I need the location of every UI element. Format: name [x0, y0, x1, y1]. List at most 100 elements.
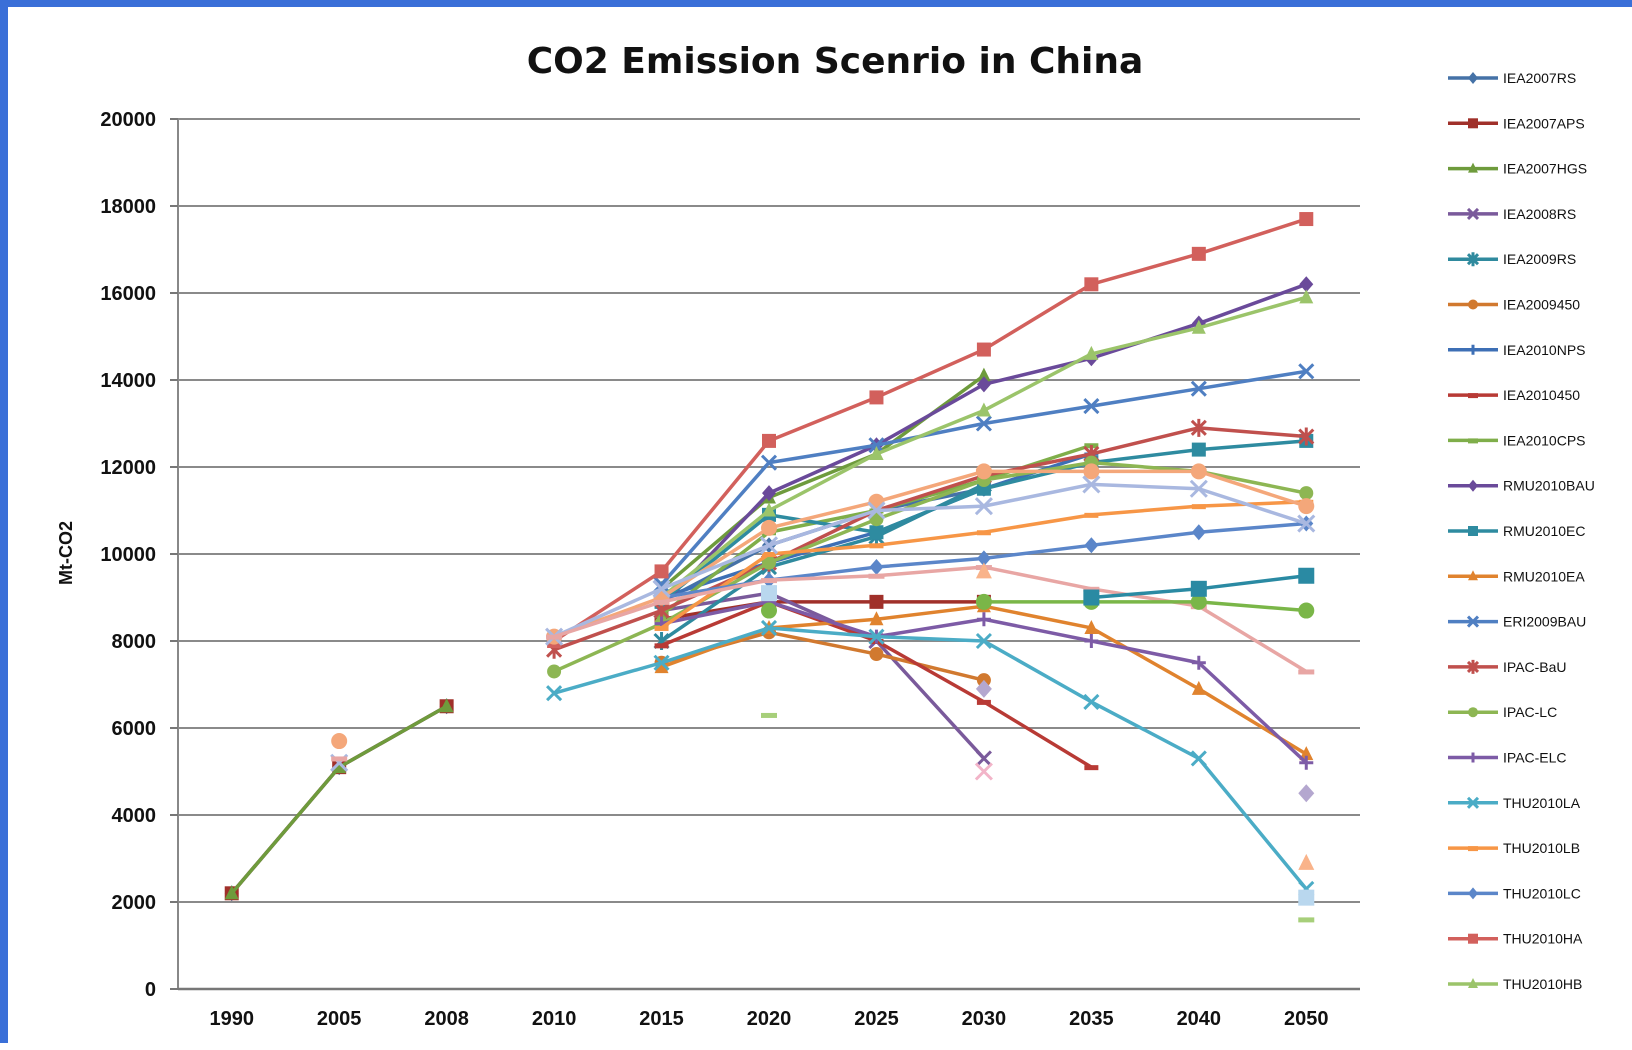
series-unlabeled-23	[331, 565, 1315, 762]
gridlines	[177, 118, 1360, 991]
series-unlabeled-21	[331, 463, 1315, 750]
data-point	[1190, 750, 1207, 767]
legend-label: THU2010LC	[1503, 885, 1581, 901]
data-point	[331, 733, 348, 750]
data-point	[1298, 889, 1315, 906]
data-point	[869, 647, 884, 662]
x-tick-label: 2005	[317, 1008, 362, 1030]
data-point	[869, 594, 884, 609]
series-unlabeled-26	[1083, 567, 1315, 606]
data-point	[1299, 746, 1314, 761]
x-tick-label: 2050	[1284, 1008, 1329, 1030]
series-line	[553, 426, 1307, 652]
series-unlabeled-29	[974, 762, 993, 781]
data-point	[759, 536, 779, 555]
legend-marker	[1468, 344, 1478, 355]
chart-title: CO2 Emission Scenrio in China	[527, 41, 1144, 82]
legend-label: IEA2007RS	[1503, 70, 1576, 86]
series-line	[661, 600, 984, 621]
y-tick-label: 12000	[100, 457, 156, 479]
series-unlabeled-27	[975, 679, 1315, 803]
y-tick-label: 0	[145, 979, 156, 1001]
data-point	[975, 750, 992, 767]
x-tick-label: 2020	[747, 1008, 792, 1030]
x-tick-label: 2025	[854, 1008, 899, 1030]
data-point	[1191, 504, 1206, 510]
data-point	[547, 664, 562, 679]
data-point	[868, 628, 885, 645]
series-line	[553, 217, 1307, 643]
data-point	[1083, 589, 1100, 606]
data-point	[975, 593, 992, 610]
data-point	[976, 612, 991, 627]
legend-marker	[1468, 570, 1478, 581]
legend-entry: THU2010HB	[1448, 976, 1582, 992]
data-point	[976, 402, 991, 417]
data-point	[1083, 586, 1100, 592]
data-point	[867, 501, 886, 520]
data-point	[1084, 619, 1099, 634]
legend-entry: RMU2010EA	[1448, 568, 1585, 584]
legend-marker	[1468, 162, 1478, 173]
data-point	[868, 493, 885, 510]
series-unlabeled-30	[761, 712, 1315, 923]
data-point	[1190, 580, 1207, 597]
data-point	[1298, 498, 1315, 515]
legend-label: IEA2007HGS	[1503, 161, 1587, 177]
x-tick-label: 2030	[962, 1008, 1007, 1030]
data-point	[761, 712, 777, 718]
data-point	[868, 437, 885, 454]
legend-label: IPAC-BaU	[1503, 659, 1567, 675]
series-line	[661, 591, 986, 760]
y-tick-label: 16000	[100, 283, 156, 305]
data-point	[1298, 567, 1315, 584]
y-tick-label: 14000	[100, 370, 156, 392]
legend-marker	[1468, 978, 1478, 988]
y-tick-label: 10000	[100, 544, 156, 566]
legend-marker	[1468, 707, 1478, 718]
legend-entry: IEA2007APS	[1448, 115, 1585, 131]
data-point	[975, 463, 992, 480]
data-point	[439, 698, 454, 713]
legend-marker	[1468, 846, 1478, 852]
legend-label: THU2010LA	[1503, 795, 1581, 811]
data-point	[652, 579, 671, 598]
data-point	[1299, 755, 1314, 770]
legend-marker	[1468, 299, 1478, 310]
data-point	[1191, 442, 1206, 457]
data-point	[869, 525, 884, 540]
legend-label: THU2010HA	[1503, 931, 1583, 947]
data-point	[1298, 363, 1315, 380]
data-point	[762, 502, 776, 517]
data-point	[975, 415, 992, 432]
series-line	[553, 626, 1308, 891]
legend-entry: THU2010LC	[1448, 885, 1581, 901]
legend-marker	[1468, 887, 1478, 900]
legend-label: IEA2008RS	[1503, 206, 1576, 222]
series-line	[660, 487, 985, 604]
legend-entry: ERI2009BAU	[1448, 614, 1586, 630]
legend-marker	[1468, 526, 1478, 536]
data-point	[1190, 380, 1207, 397]
data-point	[975, 632, 992, 650]
data-point	[762, 433, 776, 448]
data-point	[1083, 463, 1100, 480]
legend-entry: IPAC-BaU	[1448, 659, 1567, 675]
legend-marker	[1468, 479, 1478, 492]
legend-marker	[1468, 752, 1478, 763]
data-point	[1299, 486, 1314, 501]
data-point	[1297, 514, 1316, 533]
data-point	[761, 519, 777, 536]
y-tick-label: 2000	[112, 892, 157, 914]
x-tick-label: 2035	[1069, 1008, 1114, 1030]
legend-entry: IEA2007RS	[1448, 70, 1576, 86]
data-point	[1191, 246, 1206, 261]
legend-marker	[1468, 438, 1478, 444]
data-point	[1298, 602, 1315, 619]
legend-entry: THU2010LB	[1448, 840, 1580, 856]
data-point	[869, 445, 884, 460]
series-line	[553, 469, 1307, 639]
legend-marker	[1468, 393, 1478, 399]
data-point	[1298, 784, 1315, 803]
